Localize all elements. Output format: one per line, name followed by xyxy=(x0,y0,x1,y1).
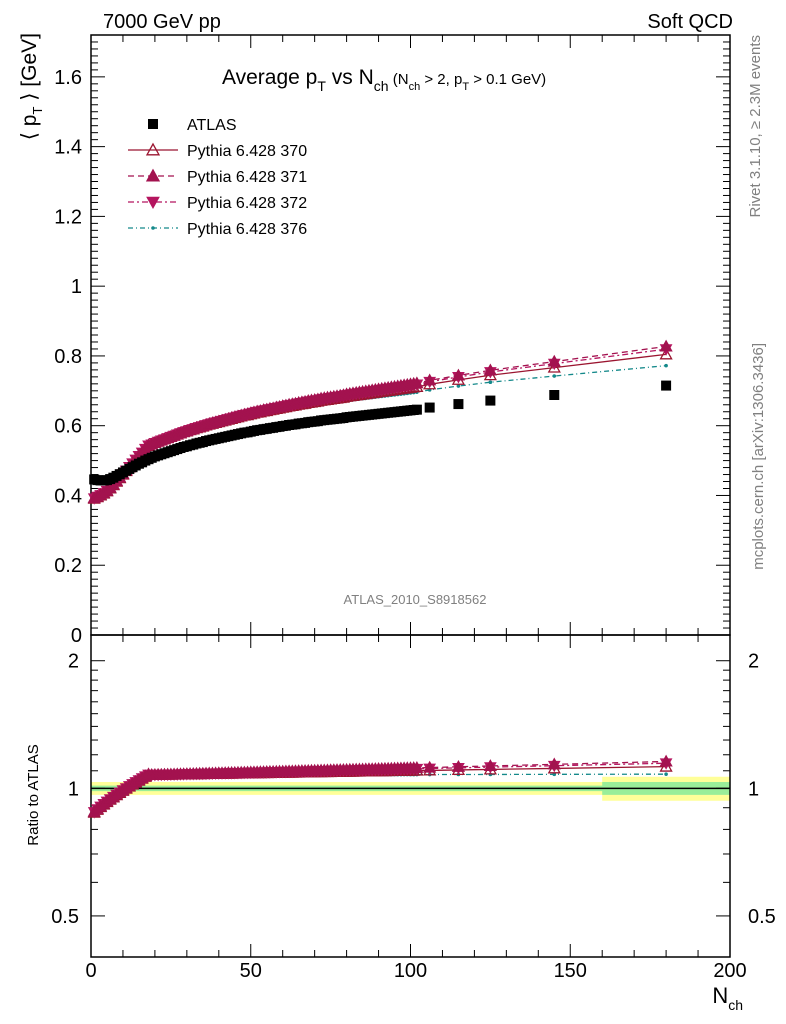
legend-label: Pythia 6.428 371 xyxy=(187,169,307,186)
y-tick-label: 1 xyxy=(71,276,82,298)
mc-line-2 xyxy=(93,348,667,499)
y-tick-label: 0.6 xyxy=(54,416,82,438)
title-mid: vs N xyxy=(326,66,374,89)
legend-label: ATLAS xyxy=(187,117,237,134)
mc-point xyxy=(664,363,668,368)
x-axis-label-sub: ch xyxy=(728,997,743,1013)
header-right-label: Soft QCD xyxy=(647,11,733,33)
tick-labels: 0 50 100 150 200 0 0.2 0.4 0.6 0.8 1 1.2 1.4 1.6 0.5 0.… xyxy=(51,67,776,982)
legend-label: Pythia 6.428 372 xyxy=(187,195,307,212)
ratio-tick-label-right: 0.5 xyxy=(748,906,776,928)
data-point xyxy=(453,399,464,410)
legend-marker xyxy=(145,142,161,156)
title-main-pre: Average p xyxy=(222,66,317,89)
legend-label: Pythia 6.428 376 xyxy=(187,221,307,238)
title-sub-ch: ch xyxy=(374,78,389,94)
x-axis-label-main: N xyxy=(712,983,728,1008)
rivet-label: Rivet 3.1.10, ≥ 2.3M events xyxy=(747,35,764,218)
legend-marker xyxy=(145,168,161,182)
legend-marker xyxy=(151,226,155,230)
title-cond-b-sub: T xyxy=(462,81,469,93)
header-left-label: 7000 GeV pp xyxy=(103,11,221,33)
ratio-y-axis-label: Ratio to ATLAS xyxy=(25,744,42,845)
y-axis-label-main: ⟨ p xyxy=(18,115,41,141)
legend: ATLAS Pythia 6.428 370 Pythia 6.428 371 Pyt… xyxy=(128,117,307,238)
y-tick-label: 0 xyxy=(71,625,82,647)
mc-ratio-point xyxy=(664,772,668,776)
mc-ratio-point xyxy=(483,759,497,772)
markers xyxy=(87,339,673,819)
mc-point xyxy=(456,384,461,388)
mc-ratio-point xyxy=(659,754,673,767)
y-axis-label-sub: T xyxy=(30,107,45,115)
title-cond-a-sub: ch xyxy=(409,81,421,93)
analysis-watermark: ATLAS_2010_S8918562 xyxy=(344,592,487,607)
data-point xyxy=(485,395,496,406)
mc-ratio-point xyxy=(547,757,561,770)
data-point xyxy=(424,402,435,413)
mcplots-label: mcplots.cern.ch [arXiv:1306.3436] xyxy=(750,343,767,570)
mc-point xyxy=(483,363,497,376)
x-tick-label: 150 xyxy=(554,960,587,982)
mc-point xyxy=(659,339,673,352)
legend-label: Pythia 6.428 370 xyxy=(187,143,307,160)
y-tick-label: 1.4 xyxy=(54,137,82,159)
mc-point xyxy=(451,368,466,381)
y-tick-label: 0.8 xyxy=(54,346,82,368)
mc-point xyxy=(552,374,557,378)
ratio-uncertainty-band xyxy=(91,776,730,801)
data-point xyxy=(411,404,422,415)
x-tick-label: 100 xyxy=(394,960,427,982)
mc-point xyxy=(488,380,493,385)
mc-point xyxy=(547,360,561,373)
ratio-tick-label-left: 0.5 xyxy=(51,906,79,928)
mc-point xyxy=(547,354,561,367)
mc-ratio-point xyxy=(423,760,437,773)
y-tick-label: 1.2 xyxy=(54,206,82,228)
x-tick-label: 0 xyxy=(85,960,96,982)
ratio-tick-label-left: 1 xyxy=(68,778,79,800)
mc-point xyxy=(659,347,673,360)
y-axis-label-tail: ⟩ [GeV] xyxy=(18,33,41,107)
y-axis-label: ⟨ pT ⟩ [GeV] xyxy=(18,33,45,140)
mc-line-0 xyxy=(93,353,667,500)
legend-marker-atlas xyxy=(148,119,158,129)
x-axis-label: Nch xyxy=(712,983,743,1013)
x-tick-label: 50 xyxy=(240,960,262,982)
legend-marker xyxy=(146,196,160,210)
ratio-tick-label-right: 1 xyxy=(748,778,759,800)
x-tick-label: 200 xyxy=(713,960,746,982)
mc-ratio-point xyxy=(410,761,424,773)
mc-point xyxy=(423,373,437,386)
plot-title: Average pT vs Nch (Nch > 2, pT > 0.1 GeV… xyxy=(222,66,546,94)
data-point xyxy=(661,380,672,391)
ratio-tick-label-left: 2 xyxy=(68,651,79,673)
mc-ratio-point xyxy=(451,759,466,772)
title-sub-t: T xyxy=(317,78,326,94)
title-cond-a: (N xyxy=(389,71,409,88)
ratio-tick-label-right: 2 xyxy=(748,651,759,673)
data-point xyxy=(549,390,560,400)
y-tick-label: 0.2 xyxy=(54,555,82,577)
y-tick-label: 1.6 xyxy=(54,67,82,89)
title-cond-b: > 2, p xyxy=(420,71,462,88)
mc-point xyxy=(410,376,424,389)
mc-line-1 xyxy=(93,345,667,499)
title-cond-c: > 0.1 GeV) xyxy=(469,71,546,88)
y-tick-label: 0.4 xyxy=(54,485,82,507)
axis-ticks xyxy=(90,34,731,958)
